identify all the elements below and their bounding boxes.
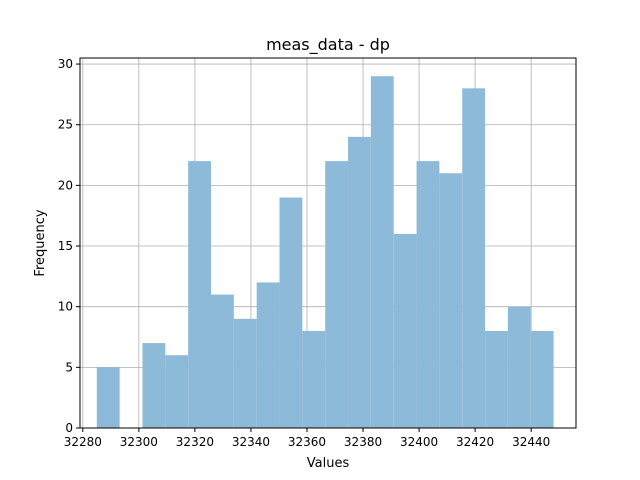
y-tick-label: 30: [58, 57, 73, 71]
histogram-bar: [325, 161, 349, 429]
y-tick-label: 10: [58, 300, 73, 314]
histogram-bar: [507, 306, 531, 428]
y-axis-ticks: 0 5 10 15 20 25 30: [58, 57, 80, 435]
y-tick-label: 5: [65, 360, 73, 374]
histogram-bar: [370, 76, 394, 429]
x-tick-label: 32360: [288, 435, 326, 449]
histogram-bar: [142, 343, 166, 428]
histogram-bar: [233, 318, 257, 428]
y-tick-label: 20: [58, 178, 73, 192]
x-axis-label: Values: [307, 456, 350, 471]
histogram-bar: [439, 173, 463, 428]
histogram-bar: [485, 330, 508, 428]
histogram-bar: [302, 330, 326, 428]
histogram-bar: [416, 161, 440, 429]
histogram-bar: [393, 233, 417, 428]
histogram-bar: [530, 330, 554, 428]
y-tick-label: 25: [58, 118, 73, 132]
histogram-bar: [256, 282, 280, 428]
x-tick-label: 32300: [120, 435, 158, 449]
histogram-bar: [165, 355, 189, 428]
histogram-bar: [348, 136, 371, 428]
x-tick-label: 32380: [344, 435, 382, 449]
histogram-bar: [96, 367, 120, 428]
y-tick-label: 0: [65, 421, 73, 435]
chart-title: meas_data - dp: [266, 35, 390, 55]
x-tick-label: 32420: [456, 435, 494, 449]
x-tick-label: 32340: [232, 435, 270, 449]
y-axis-label: Frequency: [33, 209, 48, 276]
x-axis-ticks: 32280 32300 32320 32340 32360 32380 32400 32420…: [64, 428, 550, 449]
histogram-bar: [211, 294, 234, 428]
x-tick-label: 32320: [176, 435, 214, 449]
axes-frame: [79, 57, 577, 429]
x-tick-label: 32440: [512, 435, 550, 449]
histogram-bar: [279, 197, 303, 428]
histogram-bar: [188, 161, 212, 429]
x-tick-label: 32280: [64, 435, 102, 449]
bars: [96, 76, 554, 429]
x-tick-label: 32400: [400, 435, 438, 449]
histogram-bar: [462, 88, 486, 428]
y-tick-label: 15: [58, 239, 73, 253]
